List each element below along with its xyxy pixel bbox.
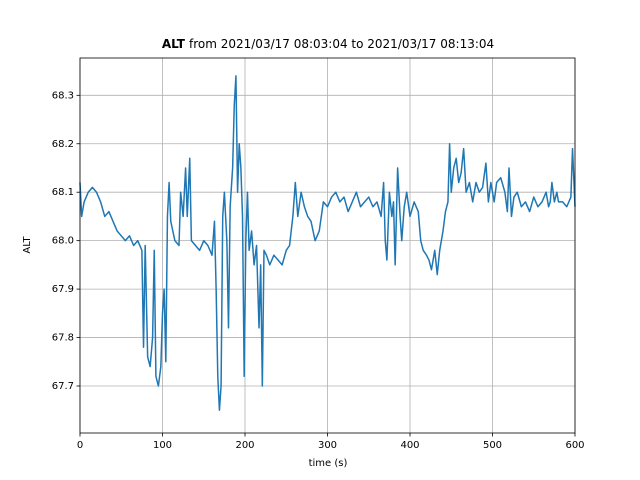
x-axis-label: time (s) [309, 458, 348, 469]
data-line [79, 75, 576, 411]
y-tick-label: 67.9 [52, 284, 74, 295]
y-tick-label: 68.3 [52, 90, 74, 101]
title-variable: ALT [162, 37, 186, 51]
plot-frame [79, 57, 576, 434]
y-axis-label: ALT [22, 236, 33, 254]
x-tick-label: 300 [318, 440, 337, 451]
x-tick-label: 600 [565, 440, 584, 451]
x-tick-label: 400 [400, 440, 419, 451]
y-tick-label: 68.2 [52, 139, 74, 150]
x-tick-label: 0 [77, 440, 83, 451]
x-tick-label: 500 [483, 440, 502, 451]
y-tick-label: 67.7 [52, 381, 74, 392]
y-tick-label: 68.0 [52, 236, 74, 247]
title-text: from 2021/03/17 08:03:04 to 2021/03/17 0… [189, 37, 494, 51]
x-tick-label: 100 [153, 440, 172, 451]
chart-title: ALT from 2021/03/17 08:03:04 to 2021/03/1… [162, 37, 494, 51]
x-tick-label: 200 [235, 440, 254, 451]
y-tick-label: 68.1 [52, 187, 74, 198]
y-tick-label: 67.8 [52, 333, 74, 344]
